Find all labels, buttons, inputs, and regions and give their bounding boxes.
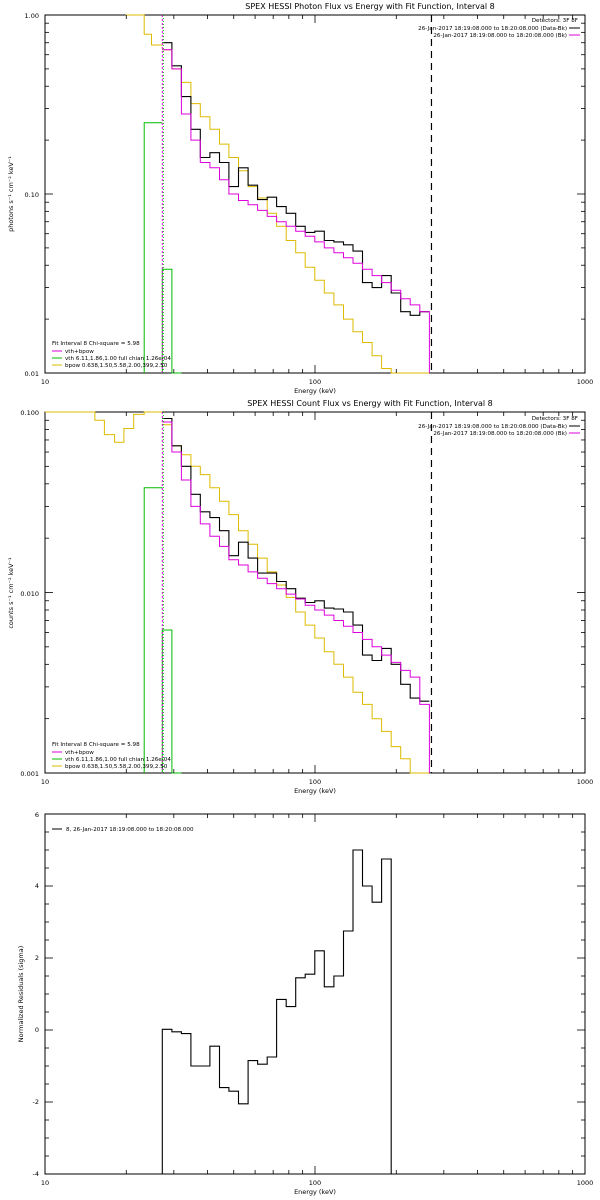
series-line-bpow-low [45,411,163,443]
series-line-bpow [162,49,430,374]
chart-title: SPEX HESSI Count Flux vs Energy with Fit… [247,399,492,408]
detectors-label: Detectors: 3F 8F [532,416,578,422]
y-tick-label: -4 [33,1170,39,1178]
legend-entry: 26-Jan-2017 18:19:08.000 to 18:20:08.000… [433,33,567,39]
y-tick-label: 1.00 [25,12,39,20]
plot-frame [44,14,586,374]
x-tick-label: 100 [309,1179,321,1187]
residuals-panel: 10 100 1000 -4 -2 0 2 4 6 Energy (keV) N… [17,811,593,1196]
legend-entry: 26-Jan-2017 18:19:08.000 to 18:20:08.000… [418,424,567,430]
y-tick-label: 0.10 [25,191,39,199]
plot-frame [44,813,586,1175]
y-tick-label: 0.01 [25,370,39,378]
series-line-vth [161,629,182,774]
x-tick-label: 10 [41,378,49,386]
axis-ticks [45,813,585,1175]
plot-content [161,849,392,1174]
detectors-label: Detectors: 3F 8F [532,18,578,24]
series-line-total [162,421,430,773]
legend-entry: vth 6.11,1.86,1.00 full chian 1.26e-04 [65,757,171,763]
chart-title: SPEX HESSI Photon Flux vs Energy with Fi… [245,2,495,11]
x-axis-label: Energy (keV) [294,387,336,395]
plot-area [44,411,586,774]
legend-entry: 26-Jan-2017 18:19:08.000 to 18:20:08.000… [433,431,567,437]
y-tick-label: 0.010 [20,590,39,598]
x-tick-label: 1000 [577,1179,594,1187]
x-tick-label: 10 [41,1179,49,1187]
y-axis-label: photons s⁻¹ cm⁻² keV⁻¹ [7,156,15,232]
y-tick-label: 2 [35,954,39,962]
legend-entry: bpow 0.638,1.50,5.58,2.00,399,2.50 [65,363,168,369]
y-tick-label: 6 [35,811,39,819]
residuals-line [161,849,392,1174]
fit-header: Fit Interval 8 Chi-square = 5.98 [52,742,140,748]
axis-ticks [45,15,585,373]
legend-entry: vth+bpow [65,349,94,355]
count-flux-panel: SPEX HESSI Count Flux vs Energy with Fit… [7,399,593,795]
plot-area [44,813,586,1175]
y-tick-label: 4 [35,882,39,890]
fit-header: Fit Interval 8 Chi-square = 5.98 [52,341,140,347]
x-axis-label: Energy (keV) [294,1188,336,1196]
legend-entry: vth 6.11,1.86,1.00 full chian 1.26e-04 [65,356,171,362]
y-tick-label: 0.001 [20,770,39,778]
plot-area [44,14,586,374]
axis-ticks [45,412,585,773]
legend-entry: 26-Jan-2017 18:19:08.000 to 18:20:08.000… [418,26,567,32]
y-axis-label: counts s⁻¹ cm⁻² keV⁻¹ [7,557,15,629]
y-axis-label: Normalized Residuals (sigma) [17,946,25,1043]
x-tick-label: 1000 [577,778,594,786]
legend-entry: vth+bpow [65,750,94,756]
x-tick-label: 100 [309,778,321,786]
legend-entry: 8, 26-Jan-2017 18:19:08.000 to 18:20:08.… [66,827,194,833]
y-tick-label: 0.100 [20,409,39,417]
photon-flux-panel: SPEX HESSI Photon Flux vs Energy with Fi… [7,2,593,395]
plot-content [125,14,433,374]
y-tick-label: 0 [35,1026,39,1034]
series-line-total [162,49,430,373]
legend-entry: bpow 0.638,1.50,5.58,2.00,399,2.50 [65,764,168,770]
series-line-data [162,42,430,316]
x-tick-label: 10 [41,778,49,786]
series-line-data [162,417,430,702]
x-axis-label: Energy (keV) [294,787,336,795]
y-tick-label: -2 [33,1098,39,1106]
x-tick-label: 1000 [577,378,594,386]
series-line-bpow-low [125,14,163,46]
plot-frame [44,411,586,774]
series-line-vth-low [143,122,163,373]
plot-content [45,411,433,774]
x-tick-label: 100 [309,378,321,386]
series-line-vth-low [143,487,163,773]
